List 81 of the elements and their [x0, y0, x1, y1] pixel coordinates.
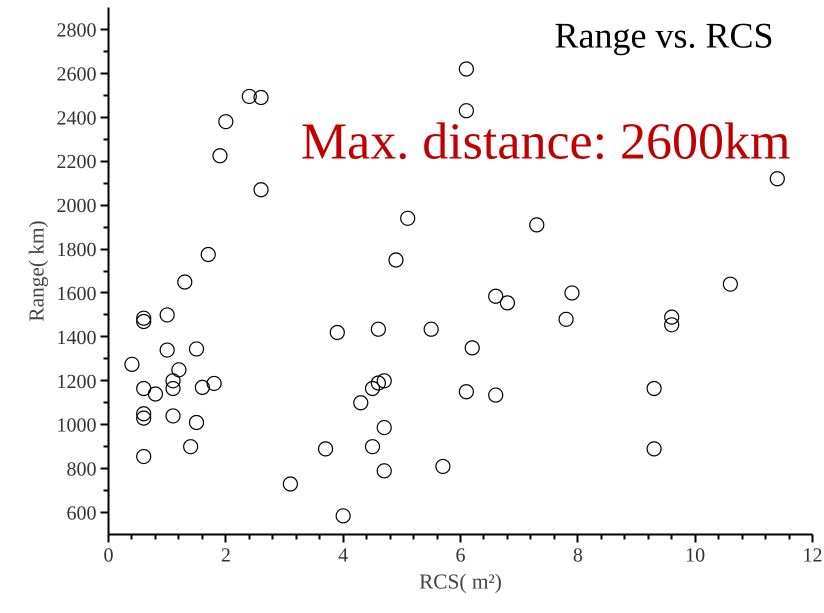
- point: [458, 103, 474, 118]
- point: [400, 210, 416, 226]
- point: [171, 362, 186, 378]
- point: [376, 463, 392, 478]
- point: [664, 310, 680, 325]
- point: [200, 246, 216, 262]
- point: [435, 458, 450, 474]
- chart-title: Range vs. RCS: [554, 16, 774, 56]
- point: [165, 408, 181, 424]
- point: [464, 340, 480, 356]
- y-tick-label: 2400: [56, 107, 96, 130]
- point: [722, 276, 738, 292]
- point: [376, 373, 392, 388]
- y-tick-label: 2600: [56, 63, 96, 86]
- point: [424, 322, 439, 337]
- y-tick-label: 2200: [56, 151, 96, 174]
- point: [500, 295, 516, 310]
- point: [212, 148, 228, 164]
- x-tick-label: 12: [802, 544, 822, 566]
- y-tick-label: 1200: [56, 370, 96, 393]
- point: [218, 114, 234, 130]
- point: [529, 217, 544, 232]
- point: [664, 317, 680, 332]
- x-tick-label: 8: [572, 544, 583, 566]
- x-tick-label: 2: [220, 544, 231, 566]
- point: [242, 88, 257, 104]
- point: [558, 312, 574, 327]
- point: [136, 410, 152, 426]
- point: [376, 420, 392, 436]
- point: [364, 380, 380, 396]
- point: [330, 324, 345, 340]
- point: [188, 341, 204, 357]
- y-tick-label: 1400: [56, 326, 96, 349]
- y-axis-title: Range( km): [24, 220, 48, 322]
- y-tick-label: 600: [66, 502, 96, 525]
- point: [646, 380, 662, 396]
- annotation: Max. distance: 2600km: [300, 114, 791, 170]
- point: [124, 356, 140, 372]
- point: [353, 395, 368, 410]
- point: [136, 448, 152, 464]
- y-tick-label: 1000: [56, 414, 96, 437]
- x-axis-title: RCS( m²): [419, 570, 502, 594]
- point: [564, 285, 580, 301]
- point: [136, 314, 152, 330]
- point: [370, 375, 386, 391]
- point: [646, 441, 662, 456]
- point: [206, 376, 222, 392]
- point: [318, 441, 334, 456]
- point: [183, 439, 198, 454]
- point: [458, 61, 474, 77]
- point: [160, 342, 175, 358]
- point: [458, 384, 474, 400]
- x-tick-label: 4: [338, 544, 348, 566]
- point: [165, 373, 181, 388]
- point: [148, 386, 164, 402]
- point: [336, 508, 351, 524]
- y-tick-label: 2000: [56, 195, 96, 218]
- point: [370, 322, 386, 337]
- point: [177, 274, 192, 290]
- point: [253, 182, 269, 198]
- point: [282, 476, 298, 492]
- point: [194, 380, 210, 395]
- point: [488, 387, 504, 403]
- y-tick-label: 1800: [56, 239, 96, 262]
- point: [160, 307, 175, 323]
- point: [770, 171, 785, 186]
- x-tick-label: 6: [456, 544, 466, 566]
- point: [388, 252, 404, 268]
- point: [188, 414, 204, 430]
- point: [136, 406, 152, 422]
- point: [364, 439, 380, 454]
- y-tick-label: 2800: [56, 19, 96, 42]
- point: [136, 380, 152, 396]
- y-tick-label: 800: [66, 458, 96, 481]
- point: [253, 90, 269, 106]
- point: [488, 288, 504, 304]
- point: [165, 380, 181, 396]
- y-tick-label: 1600: [56, 282, 96, 305]
- point: [136, 310, 152, 326]
- x-tick-label: 0: [104, 544, 114, 566]
- x-tick-label: 10: [685, 544, 706, 566]
